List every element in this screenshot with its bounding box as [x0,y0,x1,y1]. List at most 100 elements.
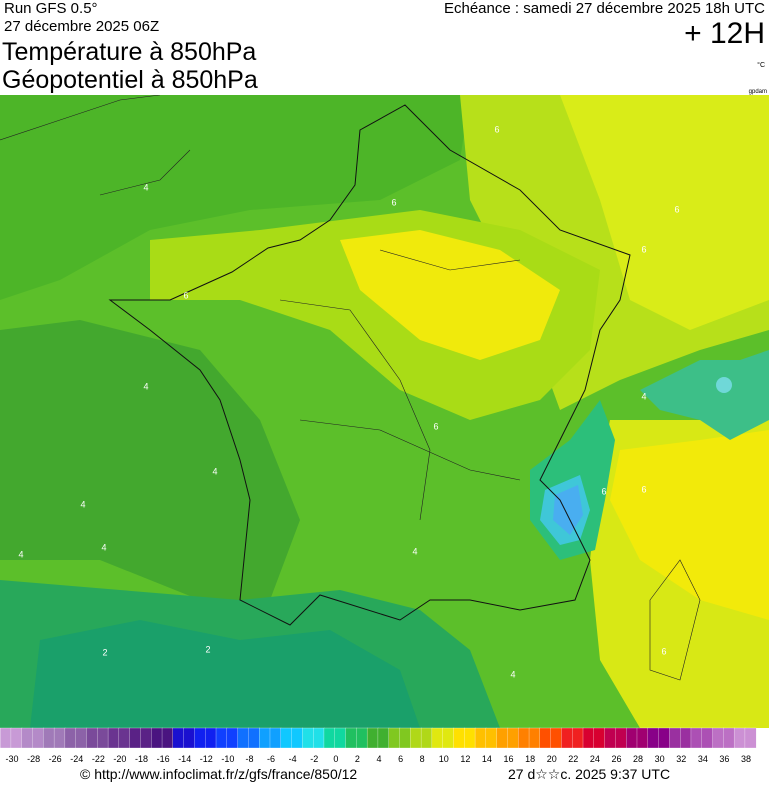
contour-label: 4 [143,381,148,391]
scale-cell [712,727,724,749]
contour-label: 4 [18,549,23,559]
scale-cell [377,727,390,749]
scale-cell [10,727,23,749]
scale-tick-label: -8 [245,754,253,764]
contour-label: 6 [433,421,438,431]
scale-tick-label: 12 [460,754,470,764]
scale-cell [161,727,174,749]
scale-cell [636,727,649,749]
scale-cell [345,727,357,749]
scale-cell [107,727,120,749]
contour-label: 4 [101,542,106,552]
scale-tick-label: 22 [568,754,578,764]
scale-tick-label: -6 [267,754,275,764]
scale-cell [86,727,98,749]
scale-tick-label: -2 [310,754,318,764]
contour-label: 4 [641,391,646,401]
scale-cell [626,727,638,749]
scale-tick-label: -12 [200,754,213,764]
scale-tick-label: 16 [504,754,514,764]
contour-label: 2 [205,644,210,654]
scale-tick-label: 6 [398,754,403,764]
contour-label: 4 [510,669,515,679]
scale-cell [420,727,433,749]
color-scale: -30 -28 -26 -24 -22 -20 -18 -16 -14 -12 -10 -8 -6 -4-… [0,727,757,764]
scale-cell [399,727,411,749]
scale-cell [507,727,519,749]
scale-tick-label: 8 [420,754,425,764]
scale-tick-label: 28 [633,754,643,764]
scale-cell [140,727,152,749]
scale-cell [21,727,34,749]
scale-cell [572,727,584,749]
scale-cell [291,727,304,749]
contour-label: 6 [674,204,679,214]
source-url[interactable]: © http://www.infoclimat.fr/z/gfs/france/… [80,766,357,782]
contour-label: 4 [212,466,217,476]
scale-cell [593,727,606,749]
scale-tick-label: -24 [70,754,83,764]
scale-tick-label: -28 [27,754,40,764]
scale-cell [215,727,228,749]
scale-cell [669,727,681,749]
scale-cell [485,727,498,749]
scale-cell [442,727,455,749]
contour-label: 6 [661,646,666,656]
contour-label: 6 [641,244,646,254]
scale-tick-label: -4 [289,754,297,764]
scale-tick-label: -22 [92,754,105,764]
map: 6 4 6 6 6 6 4 4 6 4 4 4 4 2 2 6 6 4 4 6 [0,95,769,728]
scale-tick-label: 20 [547,754,557,764]
scale-tick-label: -10 [221,754,234,764]
scale-tick-label: 34 [698,754,708,764]
scale-cell [658,727,671,749]
scale-cell [32,727,44,749]
scale-cell [550,727,563,749]
scale-cell [151,727,163,749]
scale-cell [615,727,627,749]
unit: °C [757,61,765,69]
scale-cell [0,727,12,749]
scale-cell [431,727,444,749]
scale-tick-label: 2 [355,754,360,764]
scale-cell [474,727,487,749]
scale-cell [237,727,250,749]
scale-tick-label: 36 [719,754,729,764]
contour-label: 2 [102,647,107,657]
scale-cell [561,727,573,749]
scale-cell [647,727,660,749]
scale-cell [248,727,260,749]
scale-cell [410,727,422,749]
scale-cell [280,727,293,749]
contour-label: 6 [391,197,396,207]
scale-cell [744,727,757,749]
scale-cell [518,727,530,749]
scale-cell [453,727,465,749]
scale-cell [334,727,347,749]
scale-cell [53,727,66,749]
scale-tick-label: 10 [439,754,449,764]
scale-cell [723,727,735,749]
timestamp: 27 d☆☆c. 2025 9:37 UTC [508,766,670,782]
scale-cell [64,727,77,749]
scale-tick-label: -30 [5,754,18,764]
scale-cell [313,727,325,749]
scale-tick-label: -14 [178,754,191,764]
scale-cell [259,727,271,749]
scale-cell [205,727,217,749]
scale-tick-label: -18 [135,754,148,764]
scale-cell [496,727,509,749]
scale-tick-label: 0 [333,754,338,764]
scale-cell [172,727,185,749]
contour-label: 4 [412,546,417,556]
contour-label: 6 [601,486,606,496]
scale-cell [733,727,746,749]
contour-label: 4 [143,182,148,192]
scale-cell [356,727,368,749]
scale-cell [302,727,314,749]
title: Température à 850hPa [2,38,256,66]
scale-tick-label: -26 [49,754,62,764]
scale-tick-label: 14 [482,754,492,764]
scale-cell [129,727,142,749]
